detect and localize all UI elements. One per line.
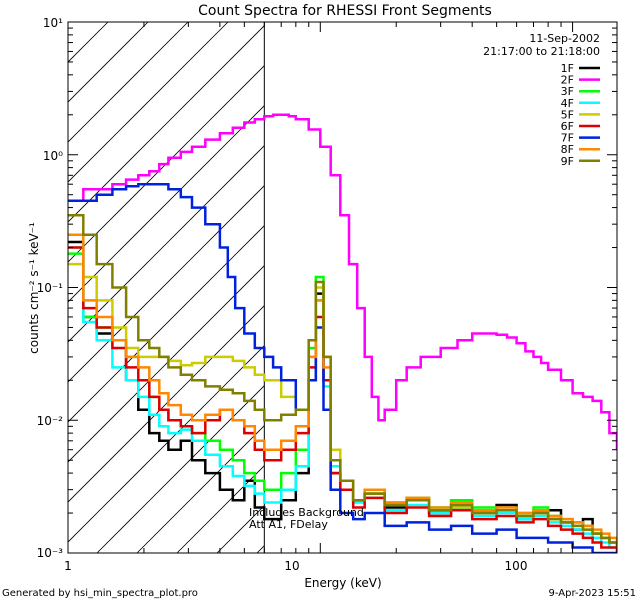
y-axis-label: counts cm⁻² s⁻¹ keV⁻¹ <box>27 222 41 354</box>
background-note: Includes Background <box>249 506 364 519</box>
y-tick-label-1e-3: 10⁻³ <box>37 546 64 560</box>
x-tick-label-1: 1 <box>64 559 72 573</box>
y-tick-label-1e1: 10¹ <box>43 16 63 30</box>
series-6F <box>68 246 617 553</box>
x-tick-label-100: 100 <box>505 559 528 573</box>
generated-by-text: Generated by hsi_min_spectra_plot.pro <box>2 588 198 599</box>
hatch-line <box>68 345 265 543</box>
hatch-line <box>96 385 265 553</box>
timestamp-text: 9-Apr-2023 15:51 <box>549 588 636 599</box>
legend-label-7F: 7F <box>561 132 574 145</box>
legend-label-2F: 2F <box>561 74 574 87</box>
hatch-line <box>68 185 265 383</box>
x-tick-label-10: 10 <box>284 559 299 573</box>
date-label: 11-Sep-2002 <box>529 32 600 45</box>
y-tick-label-1e-2: 10⁻² <box>37 414 64 428</box>
attenuator-note: Att A1, FDelay <box>249 518 328 531</box>
legend-label-6F: 6F <box>561 120 574 133</box>
legend-label-4F: 4F <box>561 97 574 110</box>
hatch-line <box>68 225 265 423</box>
y-tick-label-1e-1: 10⁻¹ <box>37 281 64 295</box>
y-tick-label-1e0: 10⁰ <box>43 149 63 163</box>
legend-label-1F: 1F <box>561 62 574 75</box>
hatch-line <box>68 25 265 223</box>
time-range-label: 21:17:00 to 21:18:00 <box>483 45 600 58</box>
legend-label-8F: 8F <box>561 143 574 156</box>
hatch-line <box>68 305 265 503</box>
series-9F <box>68 214 617 548</box>
hatch-line <box>68 22 189 143</box>
hatch-line <box>136 425 265 553</box>
legend-label-9F: 9F <box>561 155 574 168</box>
axis-ticks <box>67 22 617 554</box>
hatch-line <box>68 265 265 463</box>
hatch-line <box>68 65 265 263</box>
x-axis-label: Energy (keV) <box>304 576 381 590</box>
hatch-line <box>68 22 229 183</box>
chart-title: Count Spectra for RHESSI Front Segments <box>198 3 492 19</box>
legend-label-3F: 3F <box>561 85 574 98</box>
hatch-background <box>68 22 265 553</box>
series-2F <box>68 113 617 450</box>
legend-label-5F: 5F <box>561 108 574 121</box>
